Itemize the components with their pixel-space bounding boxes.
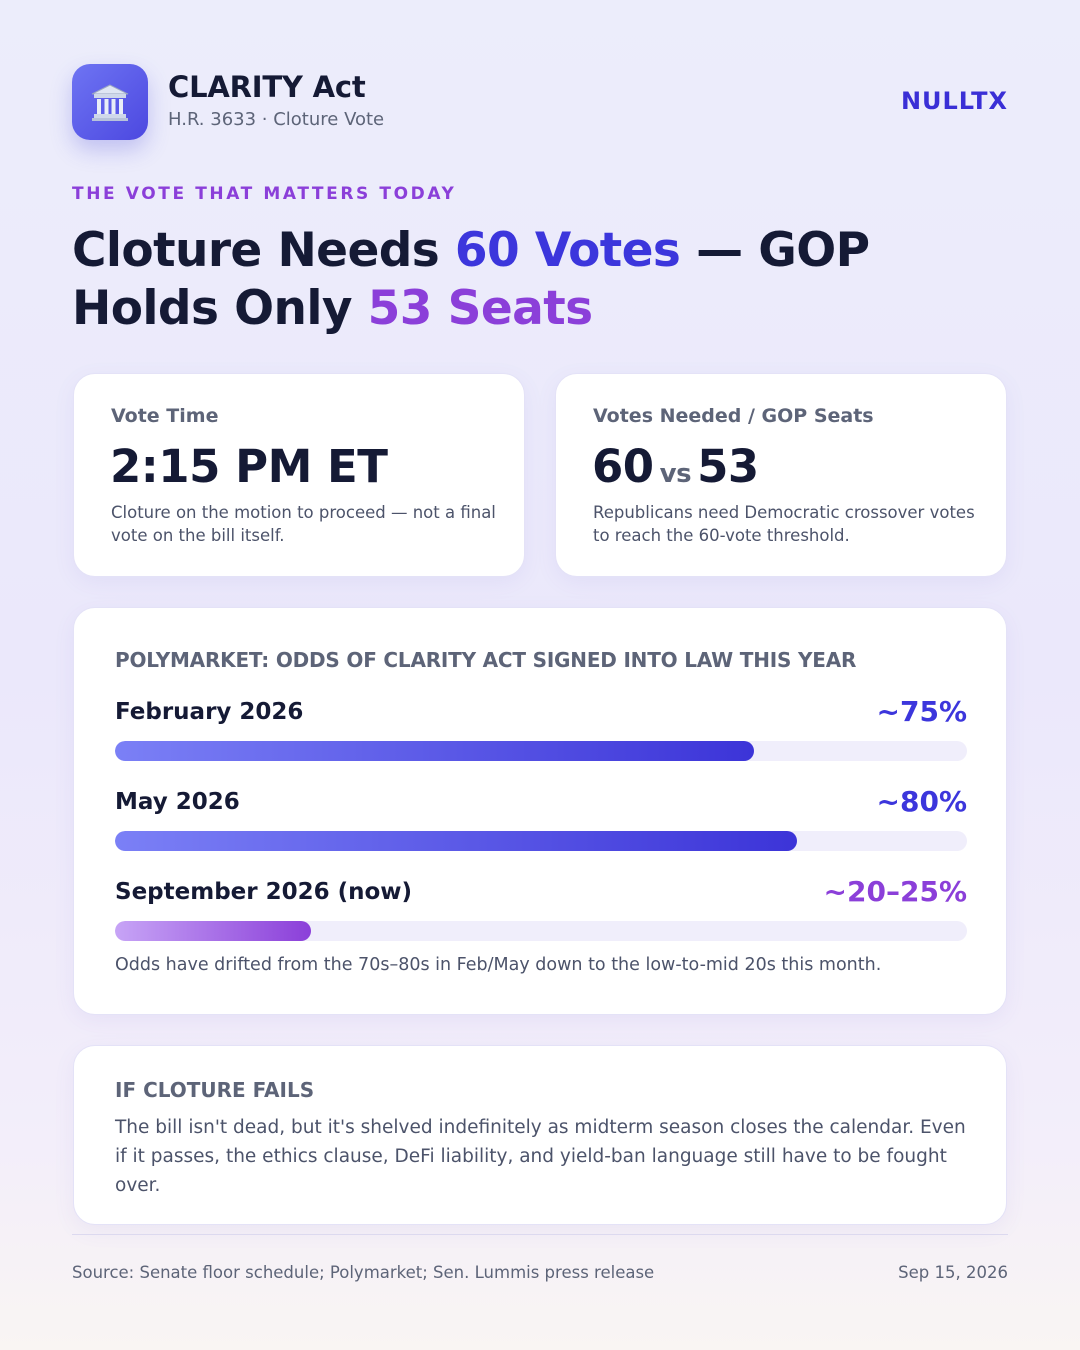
footer-source: Source: Senate floor schedule; Polymarke… [72, 1263, 655, 1282]
eyebrow: THE VOTE THAT MATTERS TODAY [72, 184, 457, 204]
app-title: CLARITY Act [168, 70, 366, 104]
progress-track [115, 741, 967, 761]
footer-divider [72, 1234, 1008, 1235]
gop-seats-number: 53 [697, 440, 759, 493]
headline: Cloture Needs 60 Votes — GOP Holds Only … [72, 222, 1022, 338]
progress-track [115, 921, 967, 941]
app-subtitle: H.R. 3633 · Cloture Vote [168, 109, 385, 130]
odds-row-label: September 2026 (now) [115, 879, 413, 905]
progress-fill [115, 921, 311, 941]
app-icon [72, 64, 148, 140]
bank-building-icon [91, 84, 129, 121]
odds-row-may: May 2026 ~80% [115, 785, 967, 861]
vs-label: vs [659, 459, 692, 489]
vote-time-label: Vote Time [111, 405, 219, 427]
headline-highlight-votes: 60 Votes [454, 223, 681, 278]
votes-needed-description: Republicans need Democratic crossover vo… [593, 503, 975, 545]
progress-fill [115, 741, 754, 761]
fail-title: IF CLOTURE FAILS [115, 1078, 315, 1102]
odds-row-value: ~75% [876, 695, 967, 728]
odds-note: Odds have drifted from the 70s–80s in Fe… [115, 955, 882, 975]
header: CLARITY Act H.R. 3633 · Cloture Vote NUL… [72, 64, 1008, 140]
odds-row-label: May 2026 [115, 789, 240, 815]
odds-row-february: February 2026 ~75% [115, 695, 967, 771]
fail-body: The bill isn't dead, but it's shelved in… [115, 1117, 966, 1196]
vote-time-description: Cloture on the motion to proceed — not a… [111, 503, 496, 545]
votes-needed-card: Votes Needed / GOP Seats 60 vs 53 Republic… [555, 373, 1007, 577]
odds-row-label: February 2026 [115, 699, 304, 725]
polymarket-odds-card: POLYMARKET: ODDS OF CLARITY ACT SIGNED I… [73, 607, 1007, 1015]
progress-fill [115, 831, 797, 851]
if-cloture-fails-card: IF CLOTURE FAILS The bill isn't dead, bu… [73, 1045, 1007, 1225]
headline-part2: — GOP Holds Only [72, 223, 870, 336]
footer-date: Sep 15, 2026 [898, 1263, 1008, 1282]
vote-time-value: 2:15 PM ET [110, 440, 388, 493]
votes-needed-number: 60 [592, 440, 654, 493]
votes-needed-label: Votes Needed / GOP Seats [593, 405, 874, 427]
vote-time-card: Vote Time 2:15 PM ET Cloture on the moti… [73, 373, 525, 577]
headline-highlight-seats: 53 Seats [367, 281, 593, 336]
brand-logo[interactable]: NULLTX [900, 87, 1008, 115]
headline-part1: Cloture Needs [72, 223, 455, 278]
odds-title: POLYMARKET: ODDS OF CLARITY ACT SIGNED I… [115, 648, 857, 672]
progress-track [115, 831, 967, 851]
odds-row-value: ~80% [876, 785, 967, 818]
votes-needed-value: 60 vs 53 [592, 440, 759, 493]
odds-row-september: September 2026 (now) ~20–25% [115, 875, 967, 951]
odds-row-value: ~20–25% [823, 875, 967, 908]
